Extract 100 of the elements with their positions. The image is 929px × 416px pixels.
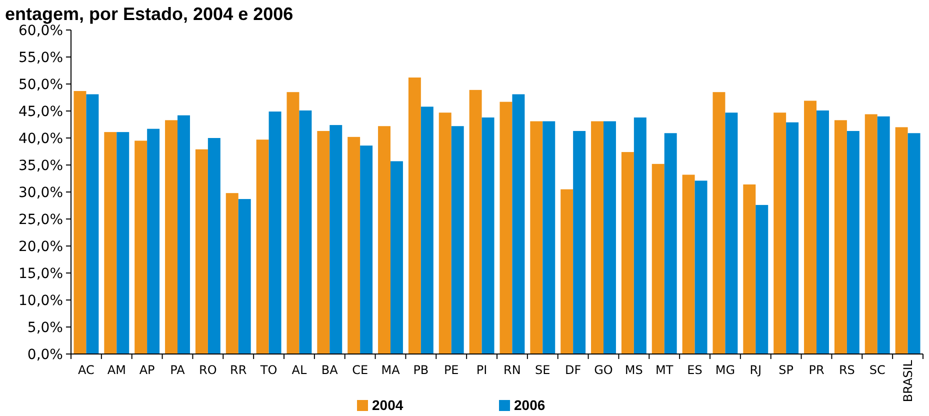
x-tick-label: AC [78,363,94,377]
bar [330,125,342,354]
bar [438,112,452,354]
bar [268,112,282,354]
x-tick-label: MG [715,363,736,377]
y-tick-label: 45,0% [18,104,63,120]
x-tick-label: PA [170,363,186,377]
bar [482,117,494,354]
bar [134,140,148,354]
y-tick-label: 60,0% [18,22,63,39]
bar [116,132,130,354]
y-tick-label: 20,0% [18,238,63,255]
x-tick-label: GO [594,363,613,377]
x-tick-label: AM [107,363,126,377]
bar [317,130,330,354]
bar [420,106,434,354]
bar [877,116,890,354]
x-tick-label: PB [413,363,429,377]
x-tick-label: RN [504,363,521,377]
bar [846,130,860,354]
bar [530,121,543,354]
bar [469,90,482,354]
bar [500,102,512,354]
x-tick-label: AL [292,363,307,377]
bar [652,164,664,354]
bar [74,91,86,354]
bar [104,132,117,354]
bar [712,92,726,354]
x-tick-label: SE [535,363,550,377]
bar [378,126,390,354]
bar [908,133,920,354]
bar [573,130,586,354]
bar [348,136,360,354]
x-tick-label: TO [259,363,278,377]
y-tick-label: 35,0% [18,158,63,174]
bar [786,122,799,354]
y-tick-label: 50,0% [18,76,63,93]
x-tick-label: BA [321,363,339,377]
x-tick-label: SC [869,363,886,377]
bar [816,110,829,354]
bar [560,189,574,354]
bar [774,112,786,354]
x-tick-label: ES [687,363,702,377]
x-tick-label: CE [352,363,368,377]
bar [864,114,878,354]
y-tick-label: 5,0% [27,320,63,336]
x-tick-label: AP [139,363,155,377]
y-tick-label: 25,0% [18,212,63,228]
bar [756,204,768,354]
bar [621,152,634,354]
bar [147,128,160,354]
bar [725,112,738,354]
bar [208,138,220,354]
y-tick-label: 30,0% [18,184,63,201]
x-tick-label: BRASIL [900,360,915,402]
bar [834,120,847,354]
legend-label: 2004 [372,397,404,413]
x-tick-label: MA [381,363,401,377]
bar [451,126,464,354]
bar [178,115,190,354]
y-tick-label: 0,0% [27,346,63,363]
y-tick-label: 55,0% [18,50,63,66]
bar [256,140,269,354]
legend-label: 2006 [514,397,546,413]
y-tick-label: 15,0% [18,266,63,282]
bar [238,199,251,354]
bar [86,94,99,354]
bar [604,121,616,354]
bar [694,180,708,354]
x-tick-label: PE [444,363,459,377]
bar [804,100,816,354]
x-tick-label: MT [656,363,674,377]
x-tick-label: DF [564,363,582,377]
x-tick-label: RO [199,363,217,377]
bar [682,174,695,354]
bar [195,149,208,354]
x-tick-label: MS [624,363,643,377]
x-tick-label: PI [476,363,488,377]
x-tick-label: RJ [750,363,762,377]
bar [299,110,312,354]
bar [512,94,525,354]
y-tick-label: 40,0% [18,130,63,147]
bar [226,193,238,354]
bar [591,121,604,354]
bar [360,146,373,354]
bar [408,78,421,354]
x-tick-label: RS [838,363,855,377]
y-tick-label: 10,0% [18,292,63,309]
bar [286,92,300,354]
bar [165,120,178,354]
bar [390,161,403,354]
x-tick-label: PR [808,363,824,377]
bar [743,184,756,354]
bar [895,127,908,354]
x-tick-label: SP [778,363,794,377]
chart-title: entagem, por Estado, 2004 e 2006 [5,4,294,24]
bar [542,121,556,354]
bar [634,117,646,354]
bar [664,133,677,354]
x-tick-label: RR [230,363,247,377]
